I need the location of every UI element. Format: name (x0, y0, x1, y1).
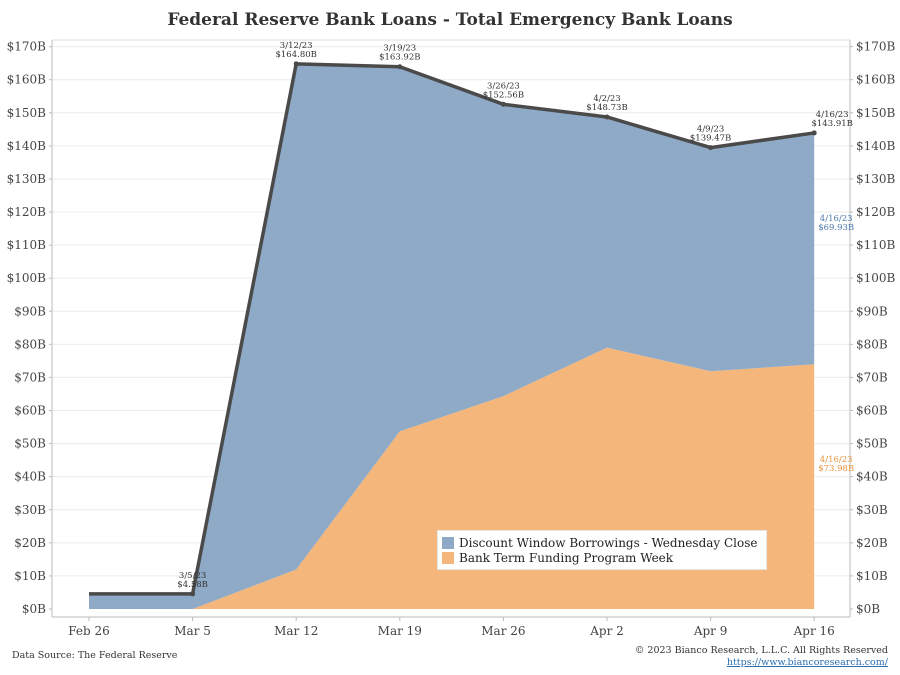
legend-label-btfp: Bank Term Funding Program Week (459, 550, 674, 565)
annotation-date: 3/26/23 (487, 81, 520, 91)
end-label-value-btfp: $73.98B (818, 464, 854, 474)
annotation-date: 4/16/23 (816, 110, 849, 120)
legend-item-discount-window: Discount Window Borrowings - Wednesday C… (442, 535, 758, 550)
y-tick-label-left: $170B (7, 40, 47, 54)
y-tick-label-right: $170B (856, 40, 896, 54)
legend-swatch-discount-window (442, 536, 454, 549)
annotation-value: $143.91B (811, 119, 852, 129)
total-point (190, 591, 196, 597)
y-tick-label-left: $100B (7, 271, 47, 285)
annotation-date: 3/19/23 (383, 44, 416, 54)
y-tick-label-left: $0B (22, 602, 46, 616)
annotation-date: 3/5/23 (179, 571, 206, 581)
y-tick-label-left: $70B (14, 370, 46, 384)
annotation-date: 4/2/23 (593, 94, 620, 104)
copyright-text: © 2023 Bianco Research, L.L.C. All Right… (634, 645, 888, 656)
chart-title: Federal Reserve Bank Loans - Total Emerg… (167, 10, 733, 30)
y-tick-label-right: $60B (856, 404, 888, 418)
total-point (500, 101, 506, 107)
y-tick-label-right: $40B (856, 470, 888, 484)
legend-swatch-btfp (442, 551, 454, 564)
y-tick-label-right: $30B (856, 503, 888, 517)
x-tick-label: Mar 12 (274, 624, 318, 638)
line-layer (89, 61, 817, 597)
y-tick-label-right: $0B (856, 602, 880, 616)
annotation-value: $164.80B (275, 50, 316, 60)
y-tick-label-right: $150B (856, 106, 896, 120)
y-tick-label-left: $150B (7, 106, 47, 120)
y-tick-label-left: $110B (7, 238, 47, 252)
y-tick-label-left: $130B (7, 172, 47, 186)
y-tick-label-left: $10B (14, 569, 46, 583)
x-tick-label: Apr 2 (589, 624, 624, 638)
copyright-block: © 2023 Bianco Research, L.L.C. All Right… (635, 645, 888, 669)
y-tick-label-left: $80B (14, 337, 46, 351)
annotation-value: $163.92B (379, 53, 420, 63)
y-tick-label-left: $20B (14, 536, 46, 550)
legend-item-btfp: Bank Term Funding Program Week (442, 550, 758, 565)
y-tick-label-left: $140B (7, 139, 47, 153)
annotation-value: $4.58B (177, 580, 208, 590)
website-link[interactable]: https://www.biancoresearch.com/ (726, 657, 888, 668)
total-point (811, 130, 817, 136)
x-tick-label: Apr 16 (793, 624, 835, 638)
y-tick-label-right: $80B (856, 337, 888, 351)
y-tick-label-right: $70B (856, 370, 888, 384)
x-tick-label: Mar 26 (481, 624, 525, 638)
y-tick-label-right: $140B (856, 139, 896, 153)
annotation-value: $139.47B (690, 134, 731, 144)
legend-label-discount-window: Discount Window Borrowings - Wednesday C… (459, 535, 758, 550)
annotation-layer: 3/5/23$4.58B 3/12/23$164.80B 3/19/23$163.9… (177, 41, 854, 590)
y-tick-label-right: $120B (856, 205, 896, 219)
total-point (708, 145, 714, 151)
x-tick-label: Mar 5 (174, 624, 211, 638)
total-point (397, 64, 403, 70)
x-tick-label: Apr 9 (693, 624, 728, 638)
annotation-value: $152.56B (483, 90, 524, 100)
y-tick-label-left: $120B (7, 205, 47, 219)
y-tick-label-right: $100B (856, 271, 896, 285)
x-tick-label: Mar 19 (378, 624, 422, 638)
y-tick-label-left: $30B (14, 503, 46, 517)
annotation-date: 3/12/23 (280, 41, 313, 51)
y-tick-label-left: $60B (14, 404, 46, 418)
y-tick-label-right: $130B (856, 172, 896, 186)
y-tick-label-right: $10B (856, 569, 888, 583)
data-source-note: Data Source: The Federal Reserve (12, 650, 178, 661)
total-point (604, 114, 610, 120)
y-tick-label-right: $50B (856, 437, 888, 451)
total-line (89, 62, 815, 596)
end-label-date-discount-window: 4/16/23 (820, 214, 853, 224)
annotation-date: 4/9/23 (697, 125, 724, 135)
x-tick-label: Feb 26 (68, 624, 110, 638)
legend: Discount Window Borrowings - Wednesday C… (437, 530, 767, 570)
y-tick-label-left: $40B (14, 470, 46, 484)
y-tick-label-left: $50B (14, 437, 46, 451)
y-tick-label-right: $20B (856, 536, 888, 550)
y-tick-label-right: $110B (856, 238, 896, 252)
end-label-value-discount-window: $69.93B (818, 223, 854, 233)
y-tick-label-right: $90B (856, 304, 888, 318)
annotation-value: $148.73B (586, 103, 627, 113)
y-tick-label-left: $160B (7, 73, 47, 87)
y-tick-label-right: $160B (856, 73, 896, 87)
end-label-date-btfp: 4/16/23 (820, 455, 853, 465)
total-point (293, 61, 299, 67)
axis-layer: $0B $0B $10B $10B $20B $20B $30B $30B $40B $40B $5… (7, 39, 896, 638)
y-tick-label-left: $90B (14, 304, 46, 318)
